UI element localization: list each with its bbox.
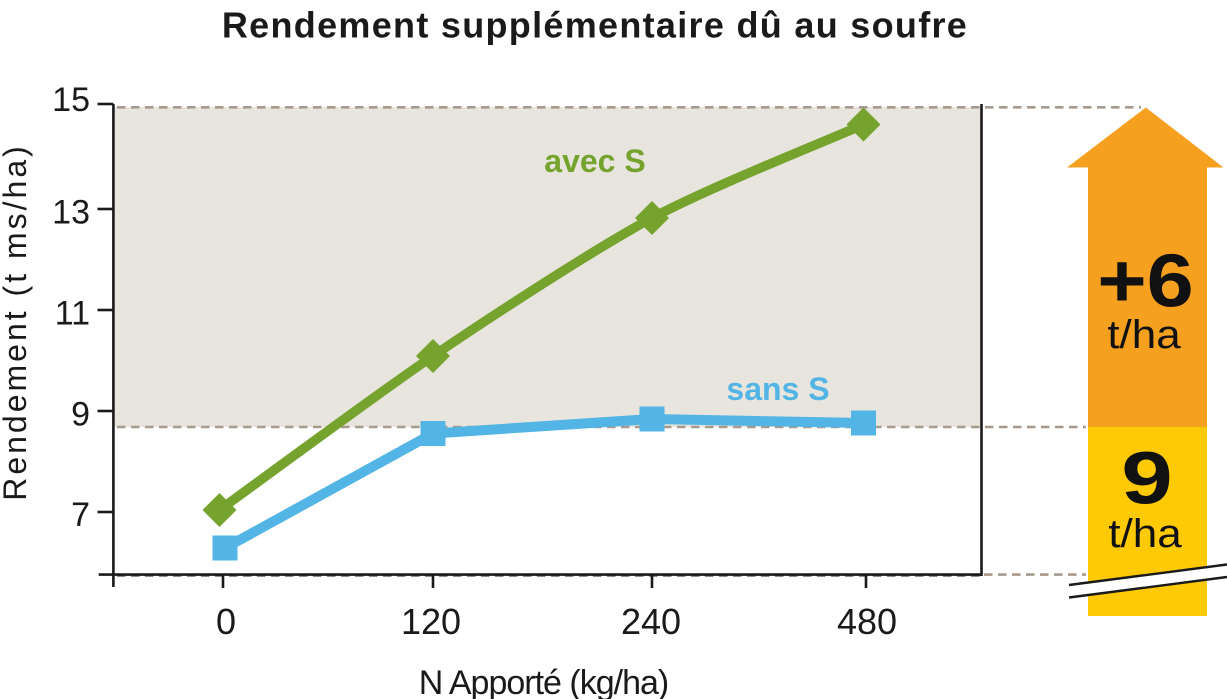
svg-text:480: 480 [837, 601, 897, 642]
svg-text:t/ha: t/ha [1108, 511, 1182, 556]
svg-text:N Apporté (kg/ha): N Apporté (kg/ha) [419, 664, 668, 699]
svg-text:240: 240 [621, 601, 681, 642]
svg-text:9: 9 [71, 395, 90, 433]
svg-text:avec S: avec S [544, 143, 645, 179]
svg-text:0: 0 [216, 601, 236, 642]
svg-text:120: 120 [401, 601, 461, 642]
svg-text:7: 7 [71, 496, 90, 534]
svg-text:+6: +6 [1097, 239, 1194, 322]
svg-text:11: 11 [55, 295, 90, 333]
svg-text:Rendement supplémentaire dû au: Rendement supplémentaire dû au soufre [222, 5, 968, 46]
svg-text:13: 13 [52, 194, 90, 232]
svg-text:t/ha: t/ha [1107, 312, 1181, 357]
svg-text:sans S: sans S [726, 371, 829, 407]
svg-text:9: 9 [1121, 436, 1172, 519]
svg-text:15: 15 [52, 81, 90, 119]
svg-text:Rendement (t ms/ha): Rendement (t ms/ha) [0, 143, 33, 501]
